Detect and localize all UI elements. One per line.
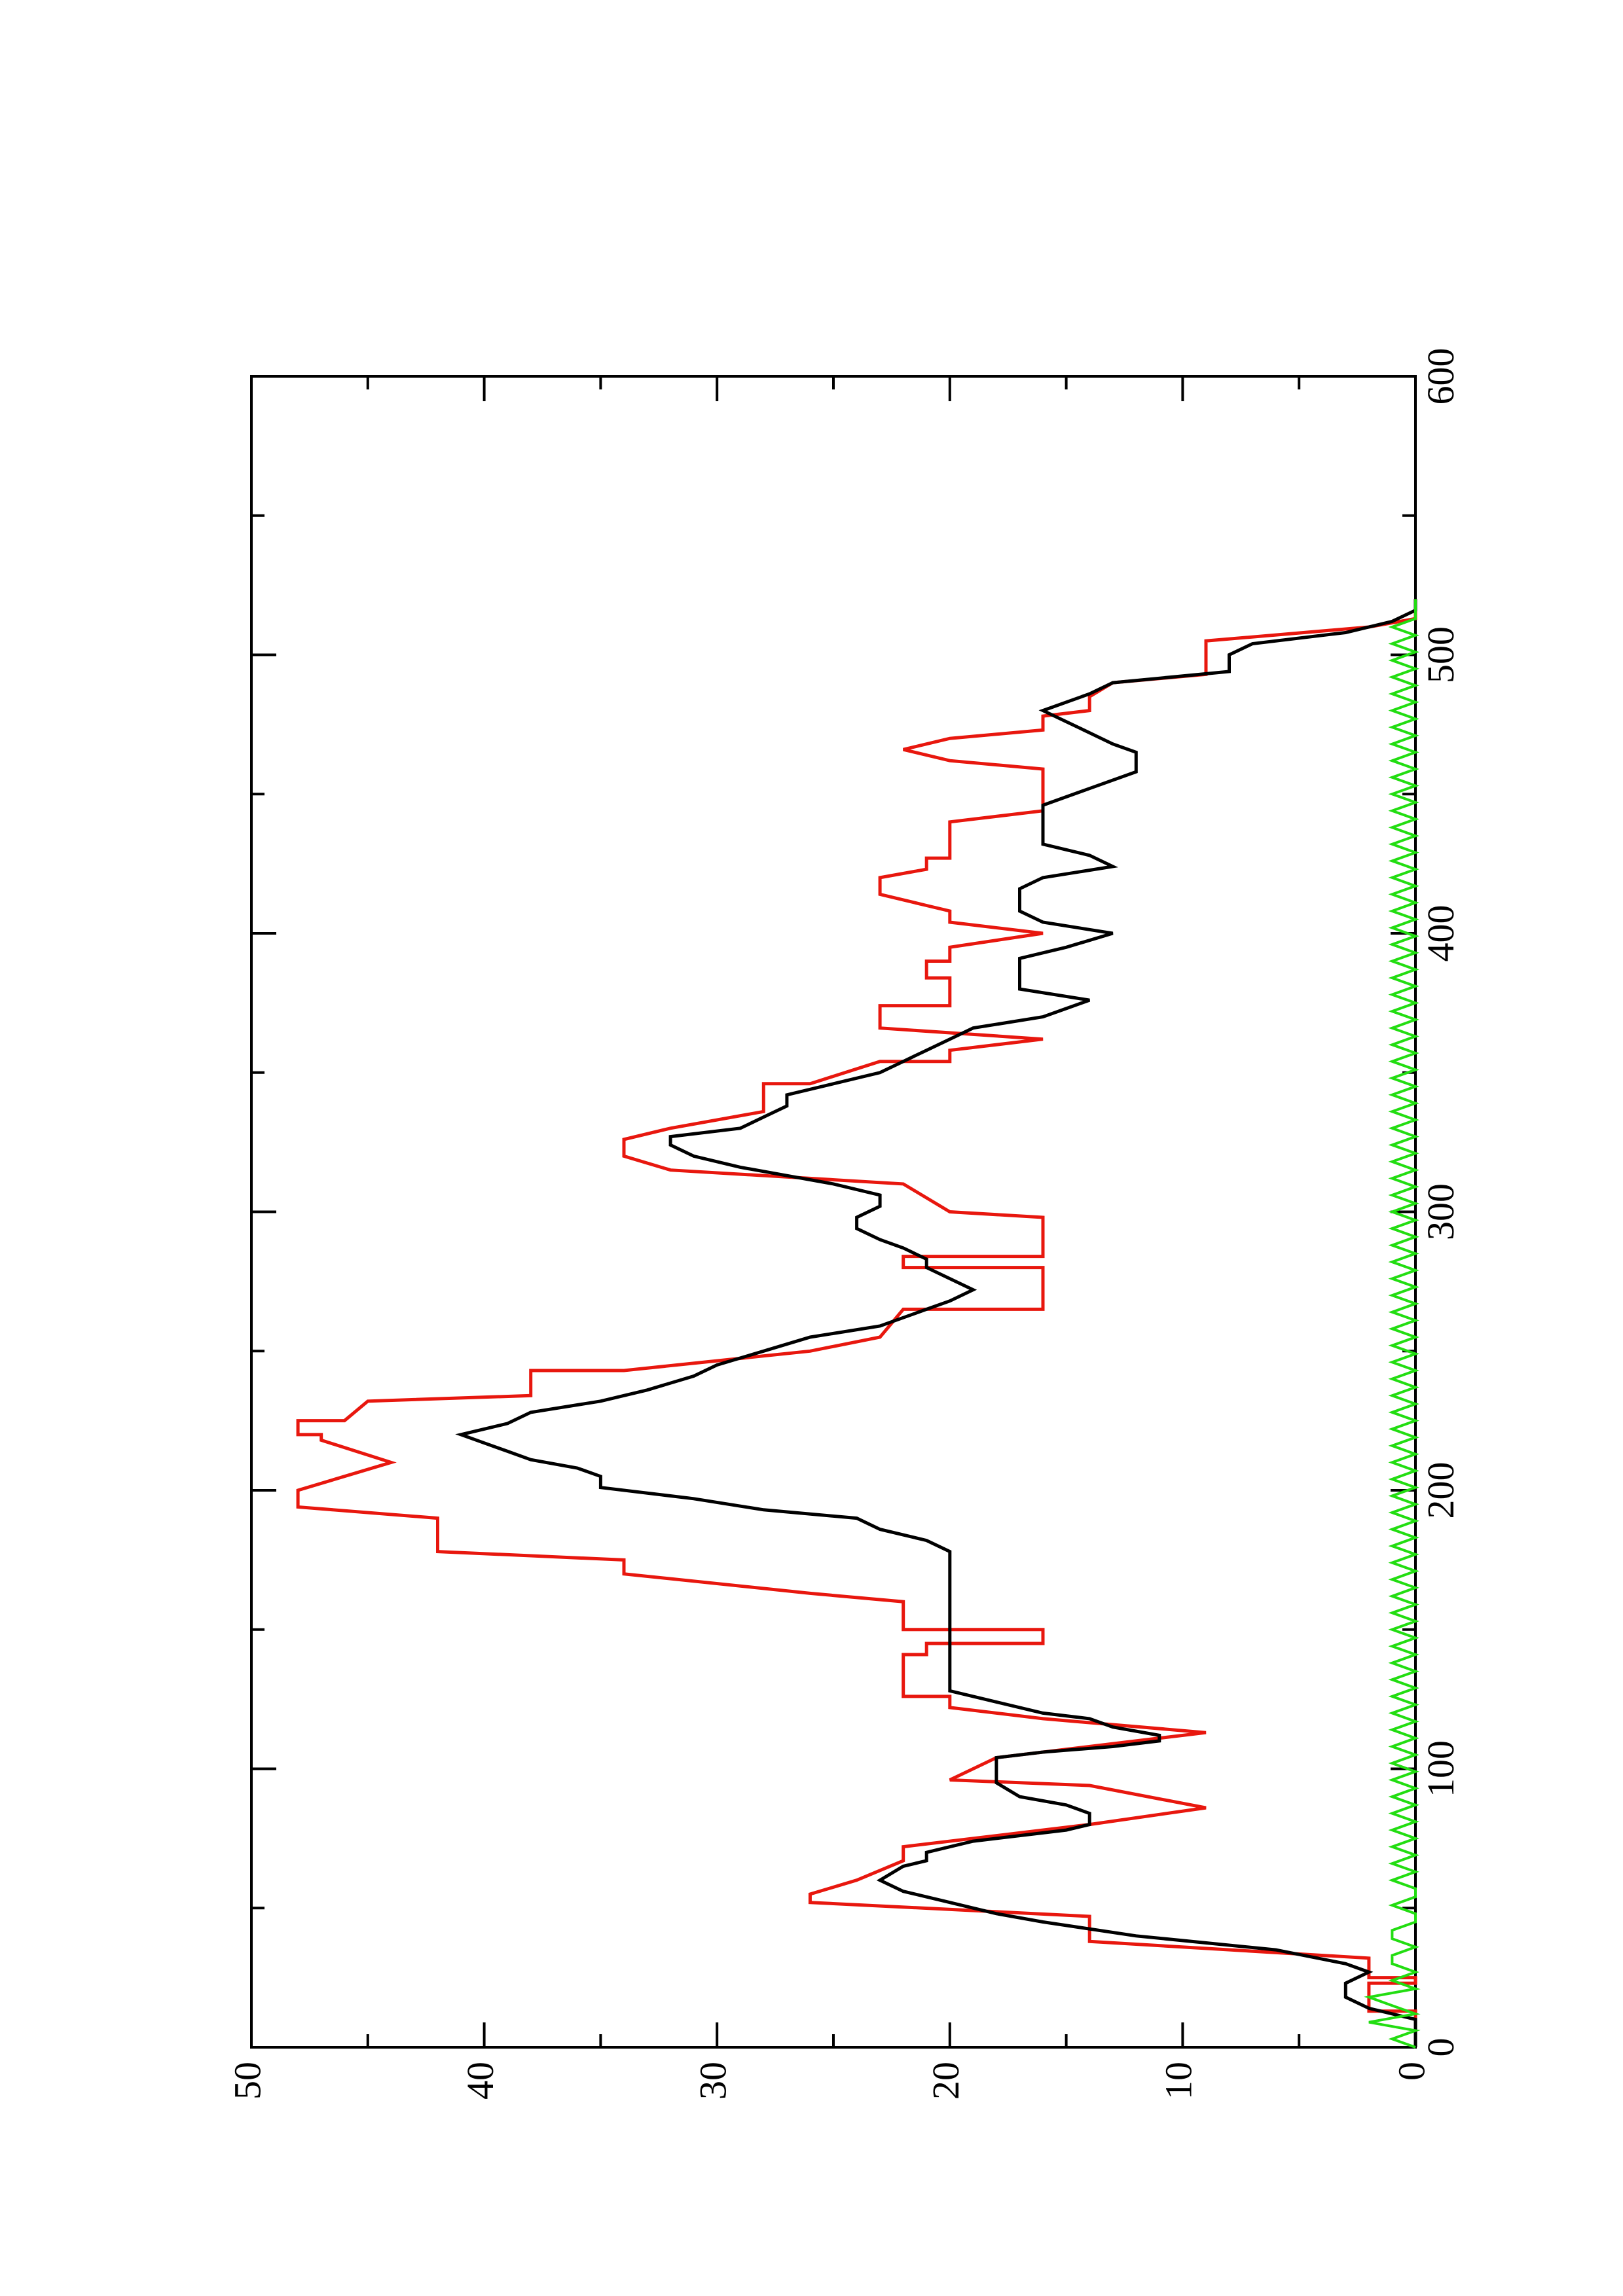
series-line-black — [455, 599, 1417, 2047]
y-tick-label: 10 — [1158, 2062, 1200, 2100]
x-tick-label: 600 — [1419, 348, 1462, 405]
series-line-green — [1364, 599, 1421, 2049]
series-line-red — [296, 599, 1417, 2047]
x-tick-label: 0 — [1419, 2038, 1462, 2057]
y-tick-label: 20 — [924, 2062, 967, 2100]
y-tick-label: 40 — [459, 2062, 501, 2100]
x-tick-label: 300 — [1419, 1183, 1462, 1240]
y-tick-label: 30 — [692, 2062, 735, 2100]
x-tick-label: 500 — [1419, 626, 1462, 683]
x-tick-label: 100 — [1419, 1740, 1462, 1797]
x-tick-label: 400 — [1419, 905, 1462, 962]
y-tick-label: 50 — [226, 2062, 268, 2100]
plot-frame — [250, 375, 1417, 2049]
x-tick-label: 200 — [1419, 1462, 1462, 1519]
plot-area: 0 100 200 300 400 500 600 0 10 20 30 40 50 — [226, 348, 1462, 2100]
y-tick-label: 0 — [1390, 2062, 1432, 2081]
